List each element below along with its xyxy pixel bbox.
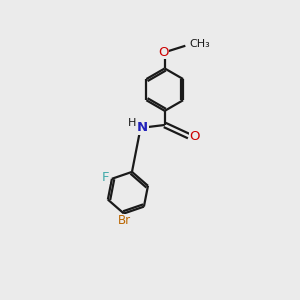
Text: N: N [137,122,148,134]
Text: Br: Br [118,214,131,227]
Text: O: O [190,130,200,143]
Text: CH₃: CH₃ [190,39,211,49]
Text: O: O [158,46,169,59]
Text: H: H [128,118,136,128]
Text: F: F [102,171,109,184]
